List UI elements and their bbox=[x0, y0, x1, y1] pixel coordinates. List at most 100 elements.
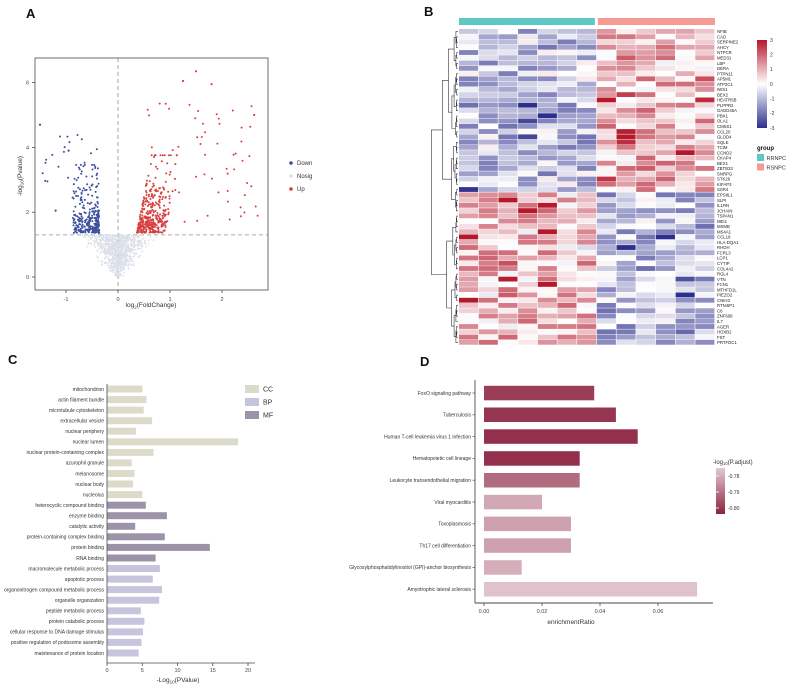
dendrogram-branch bbox=[456, 326, 458, 335]
go-bar-label: mitochondrion bbox=[73, 387, 105, 393]
gene-label: PTPN11 bbox=[717, 71, 734, 76]
gene-label: TCIM bbox=[717, 145, 728, 150]
dendrogram-branch bbox=[456, 73, 458, 82]
go-bar-label: azurophil granule bbox=[66, 461, 105, 467]
go-bar bbox=[107, 491, 143, 499]
y-tick-label: 4 bbox=[26, 145, 29, 151]
go-bar-label: enzyme binding bbox=[69, 514, 104, 520]
gene-label: SLPI bbox=[717, 198, 726, 203]
dendrogram-branch bbox=[451, 95, 456, 129]
dendrogram-branch bbox=[456, 147, 458, 154]
dendrogram-branch bbox=[456, 39, 458, 48]
y-tick-label: 0 bbox=[26, 275, 29, 281]
gene-label: BEX2 bbox=[717, 92, 729, 97]
x-axis-label: -Log10(PValue) bbox=[157, 677, 200, 684]
dendrogram-branch bbox=[456, 115, 458, 122]
gene-label: CCND2 bbox=[717, 150, 732, 155]
dendrogram-branch bbox=[456, 215, 458, 222]
dendrogram-branch bbox=[456, 247, 458, 254]
legend-label-mf: MF bbox=[263, 412, 273, 419]
gene-label: CYTIP bbox=[717, 261, 730, 266]
pathway-bar bbox=[484, 560, 522, 575]
colorbar-tick-label: -0.78 bbox=[728, 474, 740, 480]
gene-label: CCL19 bbox=[717, 235, 731, 240]
legend-swatch-cc bbox=[245, 385, 259, 393]
go-bar bbox=[107, 438, 239, 446]
x-tick-label: -1 bbox=[64, 297, 69, 303]
dendrogram-branch bbox=[453, 37, 456, 61]
go-bar-label: nuclear protein-containing complex bbox=[26, 450, 104, 456]
gene-label: SERPINE2 bbox=[717, 40, 739, 45]
legend-swatch-mf bbox=[245, 411, 259, 419]
gene-label: CKAP4 bbox=[717, 156, 732, 161]
pathway-label: Viral myocarditis bbox=[434, 500, 471, 506]
dendrogram-branch bbox=[456, 284, 458, 291]
dendrogram-branch bbox=[453, 146, 457, 172]
panel-d-label: D bbox=[420, 354, 430, 369]
gene-label: RHOH bbox=[717, 245, 730, 250]
x-tick-label: 0 bbox=[105, 668, 108, 674]
pathway-label: Glycosylphosphatidylinositol (GPI)-ancho… bbox=[349, 565, 471, 571]
legend-label-cc: CC bbox=[263, 386, 273, 393]
y-axis-label: -log10(Pvalue) bbox=[17, 156, 24, 196]
gene-label: TSPAN1 bbox=[717, 214, 734, 219]
go-bar bbox=[107, 417, 153, 425]
legend-swatch-bp bbox=[245, 398, 259, 406]
go-bar bbox=[107, 533, 165, 541]
go-bar bbox=[107, 522, 136, 530]
dendrogram-branch bbox=[456, 218, 458, 227]
go-bar bbox=[107, 575, 153, 583]
pathway-bar bbox=[484, 582, 698, 597]
x-tick-label: 10 bbox=[174, 668, 180, 674]
go-bar bbox=[107, 586, 162, 594]
dendrogram-branch bbox=[456, 131, 458, 138]
gene-label: HLA-DQA1 bbox=[717, 240, 739, 245]
legend-dot-up bbox=[289, 187, 293, 191]
go-bar-label: RNA binding bbox=[76, 556, 104, 562]
group-swatch-rrnpc bbox=[757, 154, 764, 161]
pathway-label: Hematopoietic cell lineage bbox=[413, 456, 472, 462]
gene-label: ZBTB33 bbox=[717, 166, 733, 171]
gene-label: RGL4 bbox=[717, 272, 729, 277]
go-bar-label: nuclear periphery bbox=[65, 429, 104, 435]
go-bar bbox=[107, 396, 147, 404]
gene-label: PRTFDC1 bbox=[717, 340, 737, 345]
go-bar-label: extracellular vesicle bbox=[60, 418, 104, 424]
gene-label: CCL20 bbox=[717, 129, 731, 134]
x-tick-label: 0.06 bbox=[653, 609, 664, 615]
go-bar-label: positive regulation of podosome assembly bbox=[11, 640, 105, 646]
y-tick-label: 6 bbox=[26, 81, 29, 87]
gene-label: MS4A1 bbox=[717, 229, 732, 234]
gene-label: BEX1 bbox=[717, 161, 729, 166]
gene-label: HEATR5B bbox=[717, 98, 737, 103]
colorbar-tick-label: -2 bbox=[770, 111, 775, 117]
go-bar bbox=[107, 638, 142, 646]
go-bar bbox=[107, 406, 144, 414]
colorbar-tick-label: -3 bbox=[770, 126, 775, 132]
colorbar-tick-label: 3 bbox=[770, 38, 773, 44]
group-legend-title: group bbox=[757, 146, 774, 152]
dendrogram-branch bbox=[442, 80, 452, 180]
legend-label-down: Down bbox=[297, 161, 312, 167]
dendrogram-branch bbox=[456, 78, 458, 85]
dendrogram-branch bbox=[456, 89, 458, 96]
pathway-label: Toxoplasmosis bbox=[438, 522, 471, 528]
group-label-rsnpc: RSNPC bbox=[767, 165, 786, 171]
dendrogram-branch bbox=[431, 129, 447, 275]
go-bar bbox=[107, 501, 146, 509]
go-bar bbox=[107, 427, 136, 435]
gene-label: PBX1 bbox=[717, 113, 729, 118]
pathway-bar bbox=[484, 385, 595, 401]
gene-label: LBP bbox=[717, 61, 725, 66]
go-bar-label: nucleolus bbox=[83, 492, 105, 498]
dendrogram-branch bbox=[456, 142, 458, 151]
gene-label: CNIH3 bbox=[717, 298, 731, 303]
gene-label: ATP2C1 bbox=[717, 82, 734, 87]
dendrogram-branch bbox=[456, 260, 458, 270]
y-tick-label: 2 bbox=[26, 210, 29, 216]
go-bar-label: peptide metabolic process bbox=[46, 609, 105, 615]
go-bar bbox=[107, 565, 160, 572]
dendrogram-branch bbox=[456, 200, 458, 206]
go-bar-label: apoptotic process bbox=[65, 577, 105, 583]
gene-label: CAD bbox=[717, 34, 726, 39]
